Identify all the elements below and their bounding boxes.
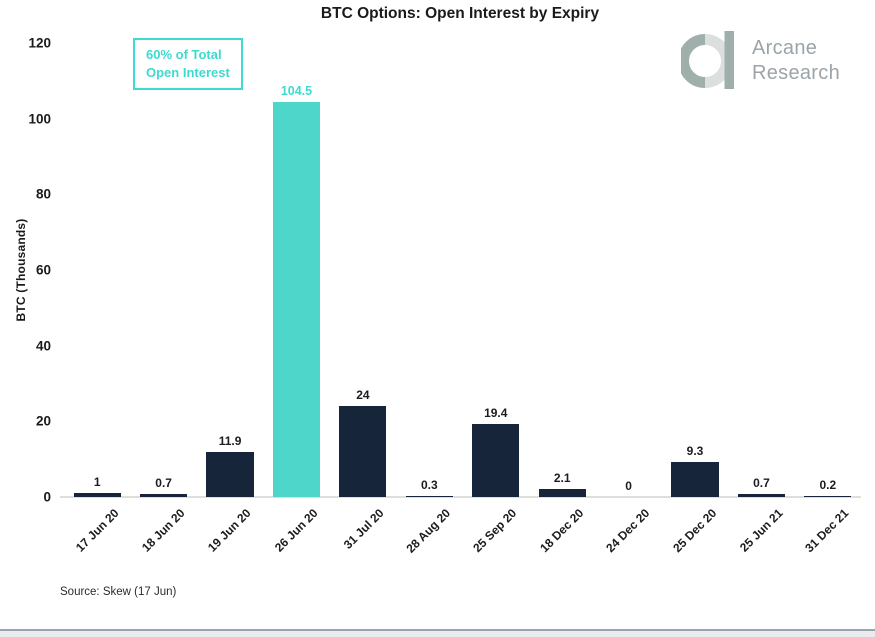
bar-value-label: 19.4 (484, 405, 508, 420)
logo-text-line1: Arcane (752, 37, 818, 60)
x-tick-label: 31 Dec 21 (802, 506, 852, 556)
bar-column: 1 17 Jun 20 (64, 43, 130, 554)
bars-container: 1 17 Jun 20 0.7 18 Jun 20 11.9 19 Jun 20 104.5… (64, 43, 861, 556)
annotation-line2: Open Interest (146, 64, 230, 80)
bar-column: 0.7 25 Jun 21 (728, 43, 794, 554)
x-tick-label: 25 Jun 21 (736, 506, 786, 555)
arcane-logo-icon (681, 31, 734, 89)
bar-value-label: 2.1 (553, 471, 571, 486)
y-tick-label: 60 (35, 262, 51, 278)
bar-column: 104.5 26 Jun 20 (263, 43, 329, 555)
x-tick-label: 28 Aug 20 (403, 506, 454, 556)
x-tick-label: 19 Jun 20 (205, 506, 254, 555)
x-tick-label: 17 Jun 20 (72, 506, 122, 555)
arcane-research-logo: Arcane Research (681, 31, 840, 91)
bar (737, 494, 785, 497)
y-tick-label: 100 (28, 111, 51, 127)
bar-value-label: 0.3 (420, 477, 438, 492)
bar (804, 496, 852, 497)
bar-value-label: 1 (93, 475, 101, 490)
bar (339, 406, 387, 497)
y-tick-label: 120 (28, 35, 51, 51)
chart-title: BTC Options: Open Interest by Expiry (320, 5, 600, 22)
bar-value-label: 9.3 (686, 443, 704, 458)
bar (538, 489, 586, 497)
bar-column: 11.9 19 Jun 20 (197, 43, 263, 555)
footer-divider (0, 629, 875, 637)
logo-text: Arcane Research (752, 36, 840, 86)
bar (73, 493, 121, 497)
bar-value-label: 0 (625, 479, 632, 493)
bar (206, 451, 254, 497)
plot-area: 0 20 40 60 80 100 120 1 17 Jun 20 0.7 18 Jun 20 11… (28, 36, 861, 556)
bar-value-label: 0.7 (753, 476, 770, 491)
bar-value-label: 104.5 (280, 83, 313, 98)
bar (272, 101, 321, 497)
x-axis-line (60, 496, 861, 498)
bar-column: 0.7 18 Jun 20 (130, 43, 196, 554)
bar-column: 9.3 25 Dec 20 (662, 43, 728, 555)
y-tick-label: 40 (35, 338, 51, 354)
bar-value-label: 24 (356, 388, 370, 403)
source-note: Source: Skew (17 Jun) (60, 586, 177, 598)
bar-column: 0.2 31 Dec 21 (795, 43, 861, 555)
bar-column: 24 31 Jul 20 (330, 43, 396, 552)
x-tick-label: 18 Dec 20 (537, 506, 587, 556)
bar-column: 0.3 28 Aug 20 (396, 43, 462, 556)
annotation-line1: 60% of Total (146, 47, 222, 62)
x-tick-label: 18 Jun 20 (138, 506, 188, 555)
y-tick-label: 80 (35, 186, 51, 202)
bar (472, 423, 520, 497)
y-tick-label: 20 (35, 413, 51, 429)
x-tick-label: 24 Dec 20 (603, 506, 653, 556)
bar (405, 495, 453, 497)
x-tick-label: 25 Dec 20 (669, 506, 719, 556)
bar (671, 461, 719, 497)
bar-value-label: 11.9 (218, 433, 242, 448)
x-tick-label: 26 Jun 20 (271, 506, 321, 555)
bar (140, 494, 188, 497)
bar-value-label: 0.7 (155, 476, 172, 491)
annotation-box: 60% of Total Open Interest (133, 38, 243, 91)
bar-value-label: 0.2 (819, 478, 837, 493)
y-axis-title: BTC (Thousands) (14, 218, 28, 322)
x-tick-label: 31 Jul 20 (341, 506, 387, 552)
y-tick-label: 0 (43, 489, 51, 505)
bar-column: 0 24 Dec 20 (595, 43, 661, 555)
x-tick-label: 25 Sep 20 (470, 506, 520, 556)
logo-text-line2: Research (752, 62, 840, 84)
bar-column: 19.4 25 Sep 20 (463, 43, 529, 555)
bar-column: 2.1 18 Dec 20 (529, 43, 595, 555)
